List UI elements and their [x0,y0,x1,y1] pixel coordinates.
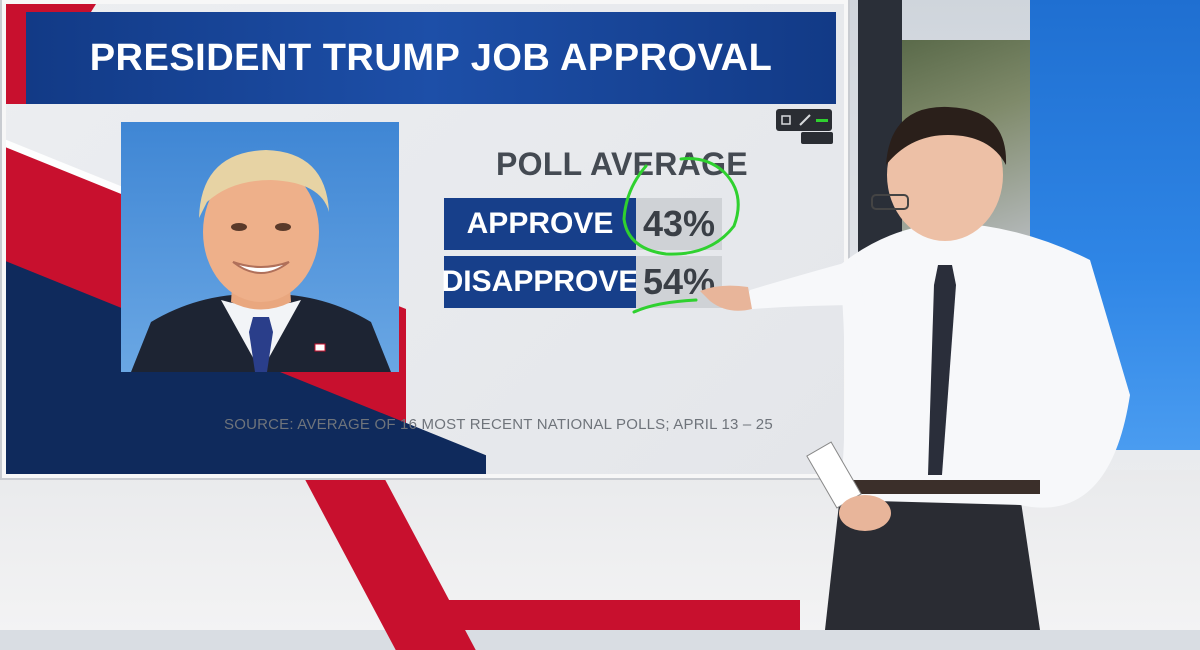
source-note: SOURCE: AVERAGE OF 16 MOST RECENT NATION… [224,416,773,433]
approve-row[interactable]: APPROVE 43% [444,198,722,250]
portrait-photo [121,122,399,372]
title-banner: PRESIDENT TRUMP JOB APPROVAL [26,12,836,104]
disapprove-value: 54% [636,256,722,308]
disapprove-label: DISAPPROVE [442,256,638,308]
approve-label: APPROVE [444,198,636,250]
touchscreen-monitor: PRESIDENT TRUMP JOB APPROVAL POLL AVERAG… [2,0,848,478]
presenter-figure [700,106,1130,630]
portrait-illustration [131,150,391,372]
pen-tool-icon[interactable] [776,109,832,131]
floor-red-band [440,600,800,630]
disapprove-row[interactable]: DISAPPROVE 54% [442,256,722,308]
tool-palette-icon[interactable] [801,132,833,144]
graphic-title: PRESIDENT TRUMP JOB APPROVAL [89,36,773,79]
